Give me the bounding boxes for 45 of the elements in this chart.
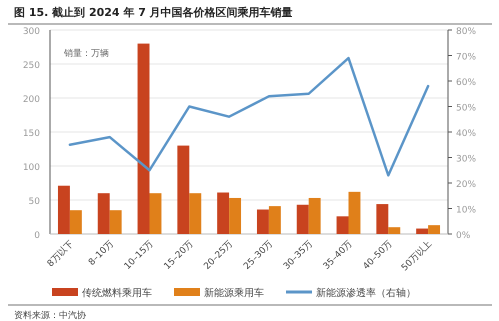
bar (256, 210, 269, 234)
bar (217, 192, 230, 234)
chart-title: 图 15. 截止到 2024 年 7 月中国各价格区间乘用车销量 (14, 6, 293, 19)
x-tick-label: 8万以下 (45, 238, 76, 270)
bar (376, 204, 388, 234)
bar (58, 186, 70, 234)
y-tick-label: 300 (22, 27, 40, 37)
y-tick-label: 100 (22, 163, 40, 173)
y2-tick-label: 30% (456, 154, 476, 164)
y2-tick-label: 40% (456, 129, 476, 139)
bar (189, 193, 202, 234)
y2-tick-label: 80% (456, 27, 476, 37)
legend-label: 新能源渗透率（右轴） (316, 287, 416, 299)
y2-tick-label: 0% (456, 231, 471, 241)
y2-tick-label: 70% (456, 52, 476, 62)
bar (388, 227, 400, 234)
bar (296, 204, 309, 234)
y-tick-label: 150 (22, 129, 40, 139)
y2-tick-label: 20% (456, 180, 476, 190)
bar (348, 192, 360, 234)
bar (416, 228, 428, 234)
line-series (68, 56, 430, 177)
bar (138, 44, 150, 234)
y-tick-label: 250 (22, 61, 40, 71)
bar (268, 206, 281, 234)
bar (308, 198, 321, 234)
legend-label: 新能源乘用车 (204, 287, 264, 299)
y-tick-label: 50 (28, 197, 40, 207)
x-tick-label: 50万以上 (399, 238, 434, 274)
annotation: 销量：万辆 (63, 48, 109, 59)
bar (177, 146, 190, 234)
bar (150, 193, 162, 234)
y-tick-label: 0 (34, 231, 40, 241)
legend-label: 传统燃料乘用车 (82, 287, 152, 299)
bar (98, 193, 110, 234)
y2-tick-label: 50% (456, 104, 476, 114)
bar (70, 210, 82, 234)
bar (110, 210, 122, 234)
bar (336, 216, 348, 234)
y2-tick-label: 60% (456, 78, 476, 88)
text: 资料来源：中汽协 (14, 310, 86, 321)
y-tick-label: 200 (22, 95, 40, 105)
bar (229, 198, 242, 234)
bar (428, 225, 440, 234)
y2-tick-label: 10% (456, 206, 476, 216)
